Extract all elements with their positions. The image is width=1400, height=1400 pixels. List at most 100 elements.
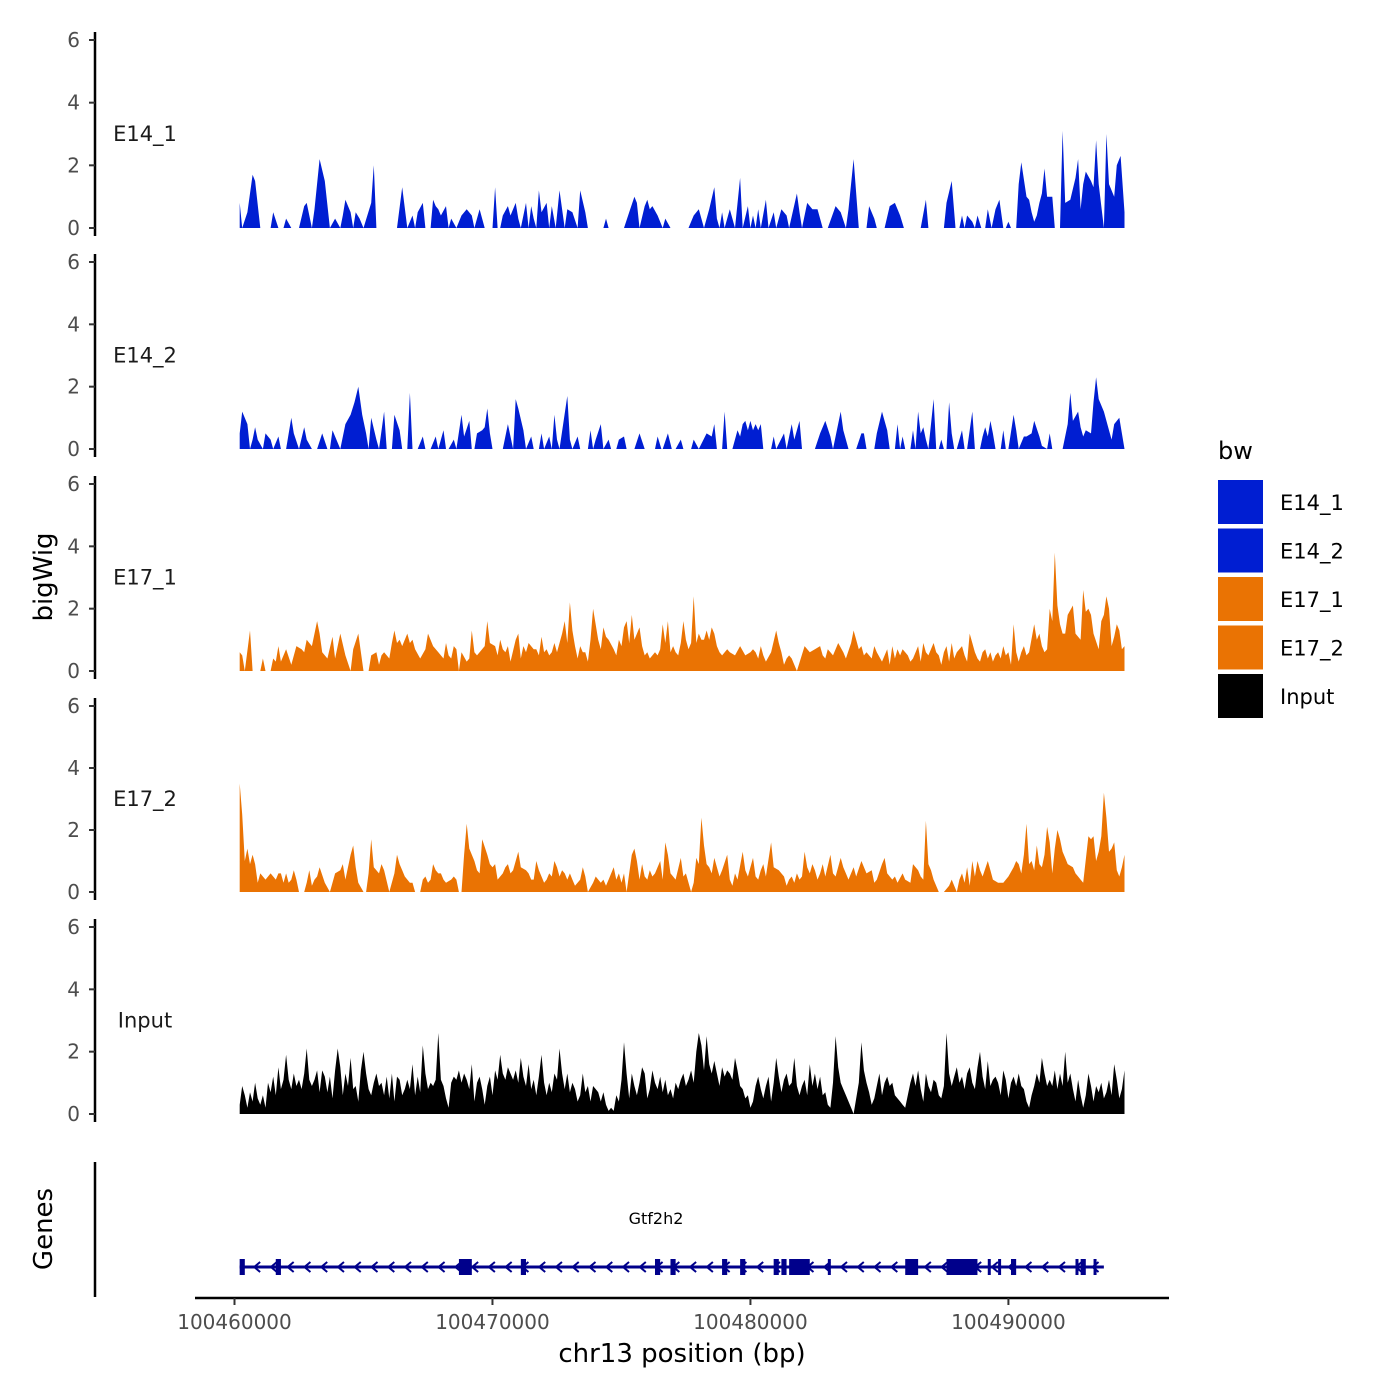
legend-swatch	[1218, 528, 1263, 573]
signal-area-e14-1	[239, 83, 1125, 229]
signal-area-e17-2	[239, 783, 1125, 892]
strand-arrow	[604, 1261, 613, 1273]
legend-label: E14_2	[1280, 540, 1344, 565]
gene-name-label: Gtf2h2	[629, 1209, 684, 1228]
y-tick-label: 0	[67, 880, 80, 904]
track-e17-1: 0 2 4 6 E17_1	[67, 472, 1125, 683]
strand-arrow	[487, 1261, 496, 1273]
strand-arrow	[554, 1261, 563, 1273]
strand-arrow	[755, 1261, 764, 1273]
legend-swatch	[1218, 480, 1263, 524]
genes-panel: Genes Gtf2h2	[29, 1162, 1104, 1297]
legend-item-input: Input	[1218, 674, 1334, 718]
legend-title: bw	[1218, 437, 1253, 465]
legend-swatch	[1218, 577, 1263, 621]
signal-area-e17-1	[239, 533, 1125, 671]
strand-arrow	[1023, 1261, 1033, 1273]
y-tick-label: 2	[67, 375, 80, 399]
legend-swatch	[1218, 674, 1263, 718]
y-axis-title: bigWig	[29, 532, 59, 621]
signal-tracks: 0 2 4 6 E14_1 0 2 4 6 E14_2 0 2 4 6 E17_1 0 2 4 6 E17_2 0 2 4 6…	[67, 28, 1125, 1126]
y-tick-label: 6	[67, 28, 80, 52]
strand-arrow	[420, 1261, 429, 1273]
strand-arrow	[252, 1261, 261, 1273]
strand-arrow	[587, 1261, 597, 1273]
strand-arrow	[353, 1261, 362, 1273]
x-axis: 100460000 100470000 100480000 100490000 chr…	[177, 1296, 1169, 1369]
strand-arrow	[386, 1261, 395, 1273]
genes-axis-title: Genes	[29, 1188, 59, 1270]
gene-exon	[946, 1259, 978, 1275]
legend-swatch	[1218, 625, 1263, 670]
x-tick-label: 100470000	[435, 1310, 550, 1334]
x-tick-label: 100460000	[177, 1310, 292, 1334]
strand-arrow	[571, 1261, 580, 1273]
y-tick-label: 0	[67, 659, 80, 683]
gene-exon	[1075, 1259, 1079, 1275]
legend-label: E14_1	[1280, 491, 1344, 516]
track-e14-2: 0 2 4 6 E14_2	[67, 250, 1125, 461]
track-input: 0 2 4 6 Input	[67, 915, 1125, 1126]
strand-arrow	[269, 1261, 278, 1273]
strand-arrow	[940, 1261, 949, 1273]
legend-item-e14-2: E14_2	[1218, 528, 1344, 573]
x-axis-title: chr13 position (bp)	[558, 1339, 805, 1369]
y-tick-label: 2	[67, 153, 80, 177]
y-tick-label: 6	[67, 915, 80, 939]
track-label: E14_1	[113, 122, 177, 147]
strand-arrow	[286, 1261, 295, 1273]
gene-exon	[722, 1259, 728, 1275]
strand-arrow	[856, 1261, 865, 1273]
y-tick-label: 6	[67, 472, 80, 496]
strand-arrow	[1040, 1261, 1049, 1273]
x-axis-ticks: 100460000 100470000 100480000 100490000	[177, 1298, 1066, 1334]
track-e17-2: 0 2 4 6 E17_2	[67, 694, 1125, 904]
strand-arrow	[470, 1261, 479, 1273]
track-e14-1: 0 2 4 6 E14_1	[67, 28, 1125, 240]
gene-exon	[458, 1259, 472, 1275]
gene-exon	[773, 1259, 779, 1275]
track-label: E14_2	[113, 344, 177, 369]
track-label: E17_2	[113, 787, 177, 812]
legend-label: E17_2	[1280, 637, 1344, 662]
strand-arrow	[923, 1261, 932, 1273]
gene-exon	[670, 1259, 676, 1275]
strand-arrow	[705, 1261, 714, 1273]
x-tick-label: 100480000	[693, 1310, 808, 1334]
gene-model	[239, 1259, 1104, 1275]
y-tick-label: 0	[67, 216, 80, 240]
legend: bw E14_1 E14_2 E17_1 E17_2 Input	[1218, 437, 1344, 718]
strand-arrow	[504, 1261, 513, 1273]
legend-items: E14_1 E14_2 E17_1 E17_2 Input	[1218, 480, 1344, 718]
y-tick-label: 2	[67, 1040, 80, 1064]
y-tick-label: 4	[67, 756, 80, 780]
gene-exon	[789, 1259, 810, 1275]
strand-arrow	[990, 1261, 999, 1273]
strand-arrow	[872, 1261, 882, 1273]
strand-arrow	[302, 1261, 312, 1273]
gene-exon	[1080, 1259, 1086, 1275]
legend-label: Input	[1280, 685, 1334, 709]
gene-exon	[781, 1259, 787, 1275]
y-tick-label: 2	[67, 818, 80, 842]
signal-area-input	[239, 1033, 1125, 1114]
strand-arrow	[369, 1261, 379, 1273]
track-label: Input	[118, 1009, 172, 1033]
strand-arrow	[839, 1261, 848, 1273]
gene-exon	[1093, 1259, 1097, 1275]
gene-exon	[1010, 1259, 1017, 1275]
legend-item-e17-2: E17_2	[1218, 625, 1344, 670]
gene-exon	[987, 1259, 991, 1275]
strand-arrow	[889, 1261, 898, 1273]
strand-arrow	[638, 1261, 647, 1273]
gene-exon	[827, 1259, 831, 1275]
legend-label: E17_1	[1280, 588, 1344, 613]
gene-exon	[275, 1259, 281, 1275]
gene-exon	[998, 1259, 1002, 1275]
y-tick-label: 4	[67, 91, 80, 115]
y-tick-label: 2	[67, 597, 80, 621]
y-tick-label: 4	[67, 977, 80, 1001]
y-tick-label: 0	[67, 1102, 80, 1126]
legend-item-e17-1: E17_1	[1218, 577, 1344, 621]
